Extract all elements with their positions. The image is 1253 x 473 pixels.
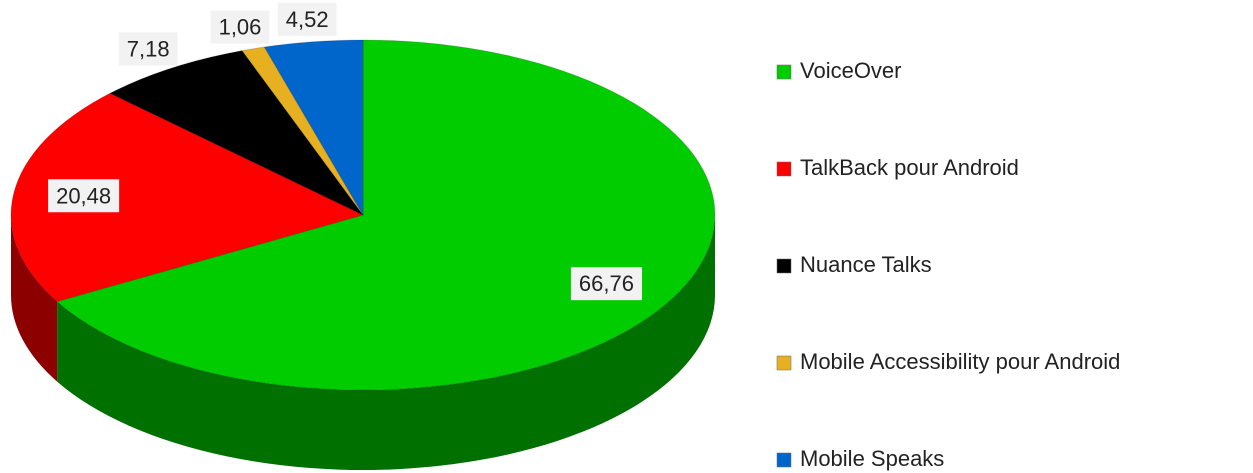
legend-swatch	[776, 258, 792, 274]
data-label-bg	[210, 10, 270, 44]
data-label-group: 66,76	[570, 267, 642, 301]
data-label-bg	[118, 32, 178, 66]
legend-swatch	[776, 355, 792, 371]
slice-side	[11, 215, 58, 382]
data-label: 66,76	[579, 271, 634, 296]
slice	[108, 50, 364, 216]
legend-swatch	[776, 161, 792, 177]
legend-swatch	[776, 64, 792, 80]
slice-side	[57, 215, 715, 470]
data-label-bg	[277, 2, 337, 36]
data-label-bg	[570, 267, 642, 301]
data-label: 1,06	[219, 15, 262, 40]
slice	[263, 39, 364, 217]
data-label-group: 4,52	[277, 2, 337, 36]
data-label-group: 7,18	[118, 32, 178, 66]
slice	[241, 46, 364, 216]
slice	[10, 92, 365, 303]
legend-swatch	[776, 452, 792, 468]
legend-label: VoiceOver	[800, 58, 902, 83]
data-label-group: 1,06	[210, 10, 270, 44]
legend-label: Mobile Speaks	[800, 446, 944, 471]
legend-label: TalkBack pour Android	[800, 155, 1019, 180]
slice	[56, 39, 716, 391]
legend-label: Nuance Talks	[800, 252, 932, 277]
data-label-group: 20,48	[48, 179, 120, 213]
data-label: 20,48	[56, 183, 111, 208]
data-label-bg	[48, 179, 120, 213]
data-label: 7,18	[127, 36, 170, 61]
legend-label: Mobile Accessibility pour Android	[800, 349, 1120, 374]
data-label: 4,52	[286, 7, 329, 32]
